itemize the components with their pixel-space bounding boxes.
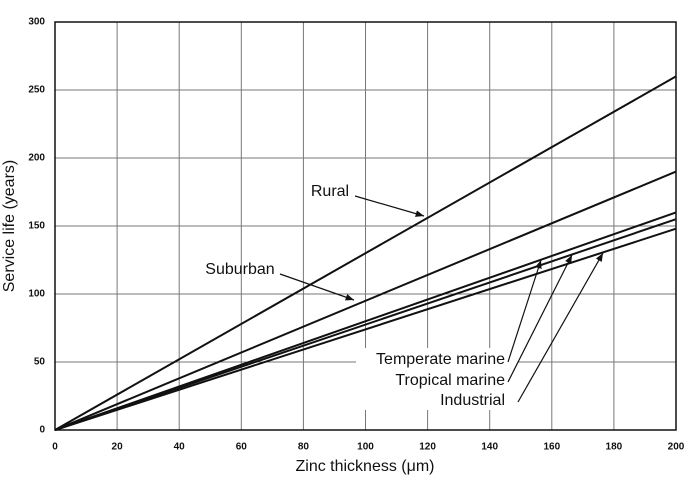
x-tick-label: 80 bbox=[298, 442, 310, 453]
y-tick-label: 0 bbox=[39, 425, 45, 436]
series-line bbox=[54, 227, 677, 431]
series-line bbox=[54, 218, 677, 431]
x-tick-label: 140 bbox=[481, 442, 498, 453]
series-line bbox=[54, 170, 677, 431]
x-axis-label: Zinc thickness (μm) bbox=[295, 458, 434, 475]
y-axis-label: Service life (years) bbox=[1, 160, 18, 292]
x-tick-label: 120 bbox=[419, 442, 436, 453]
series-label: Industrial bbox=[440, 392, 505, 409]
x-tick-label: 60 bbox=[236, 442, 248, 453]
series-line bbox=[54, 211, 677, 431]
y-tick-label: 200 bbox=[28, 153, 45, 164]
y-tick-label: 100 bbox=[28, 289, 45, 300]
series-label: Suburban bbox=[205, 261, 274, 278]
arrow bbox=[354, 195, 425, 217]
arrow bbox=[507, 254, 573, 383]
label-box bbox=[356, 348, 518, 410]
arrow bbox=[279, 273, 355, 301]
y-tick-label: 250 bbox=[28, 85, 45, 96]
x-tick-label: 40 bbox=[174, 442, 186, 453]
y-tick-label: 300 bbox=[28, 17, 45, 28]
x-tick-label: 0 bbox=[52, 442, 58, 453]
arrow bbox=[517, 252, 604, 403]
plot-frame bbox=[54, 21, 677, 431]
series-label: Tropical marine bbox=[395, 372, 505, 389]
series-label: Rural bbox=[311, 183, 349, 200]
x-tick-label: 200 bbox=[668, 442, 685, 453]
x-tick-label: 100 bbox=[357, 442, 374, 453]
y-tick-label: 50 bbox=[34, 357, 46, 368]
x-tick-label: 180 bbox=[606, 442, 623, 453]
series-label: Temperate marine bbox=[376, 351, 505, 368]
x-tick-label: 20 bbox=[112, 442, 124, 453]
arrow bbox=[507, 259, 542, 363]
y-tick-label: 150 bbox=[28, 221, 45, 232]
x-tick-label: 160 bbox=[543, 442, 560, 453]
series-line bbox=[54, 75, 677, 431]
